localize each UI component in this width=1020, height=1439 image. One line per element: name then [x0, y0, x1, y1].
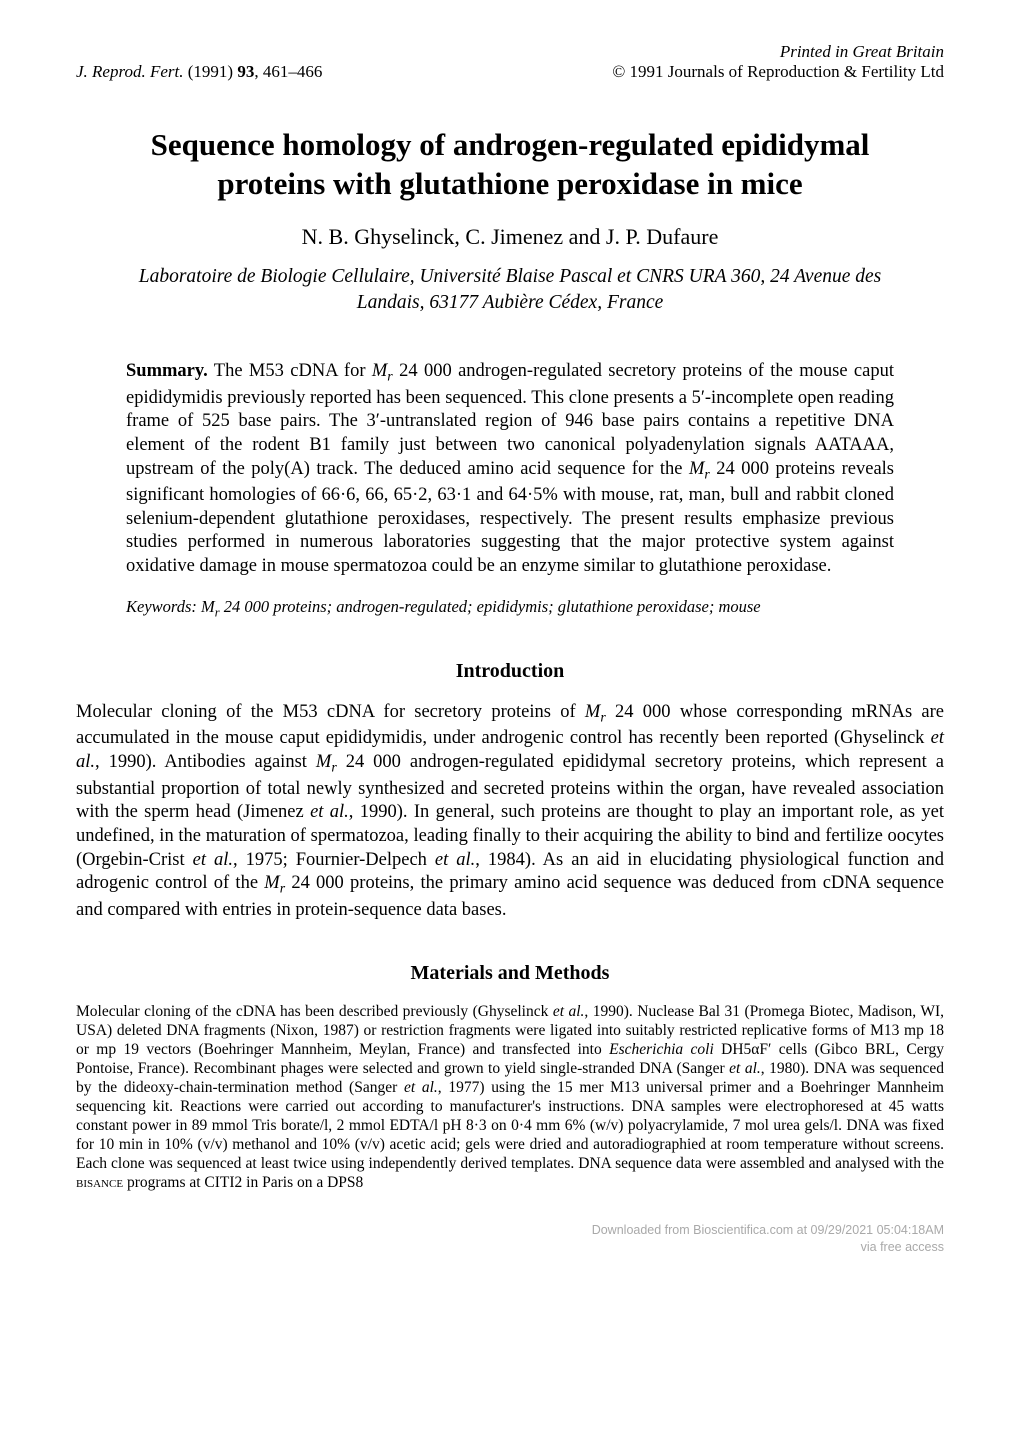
summary: Summary. The M53 cDNA for Mr 24 000 andr… [126, 360, 894, 579]
affiliation-line2: Landais, 63177 Aubière Cédex, France [357, 292, 664, 313]
methods-heading: Materials and Methods [76, 962, 944, 985]
footer-line1: Downloaded from Bioscientifica.com at 09… [592, 1223, 944, 1237]
methods-body: Molecular cloning of the cDNA has been d… [76, 1003, 944, 1192]
page: Printed in Great Britain J. Reprod. Fert… [0, 0, 1020, 1276]
affiliation-line1: Laboratoire de Biologie Cellulaire, Univ… [139, 266, 882, 287]
keywords-label: Keywords: [126, 597, 201, 616]
mr-symbol: Mr [372, 361, 393, 381]
author-list: N. B. Ghyselinck, C. Jimenez and J. P. D… [76, 224, 944, 250]
article-title: Sequence homology of androgen-regulated … [76, 126, 944, 204]
keywords: Keywords: Mr 24 000 proteins; androgen-r… [126, 597, 894, 620]
summary-label: Summary. [126, 361, 208, 381]
keywords-text: 24 000 proteins; androgen-regulated; epi… [220, 597, 761, 616]
mr-symbol-2: Mr [689, 459, 710, 479]
introduction-body: Molecular cloning of the M53 cDNA for se… [76, 701, 944, 922]
journal-abbrev: J. Reprod. Fert. [76, 62, 183, 81]
footer-line2: via free access [861, 1240, 944, 1254]
introduction-heading: Introduction [76, 660, 944, 683]
mr-symbol-kw: Mr [201, 597, 220, 616]
copyright: © 1991 Journals of Reproduction & Fertil… [612, 62, 944, 82]
year-vol-pages: (1991) 93, 461–466 [188, 62, 323, 81]
journal-citation: J. Reprod. Fert. (1991) 93, 461–466 [76, 62, 322, 82]
title-line2: proteins with glutathione peroxidase in … [217, 166, 802, 201]
download-footer: Downloaded from Bioscientifica.com at 09… [76, 1222, 944, 1256]
title-line1: Sequence homology of androgen-regulated … [151, 127, 870, 162]
print-location: Printed in Great Britain [76, 42, 944, 62]
affiliation: Laboratoire de Biologie Cellulaire, Univ… [76, 264, 944, 317]
summary-text-1: The M53 cDNA for [208, 361, 372, 381]
running-header: J. Reprod. Fert. (1991) 93, 461–466 © 19… [76, 62, 944, 82]
